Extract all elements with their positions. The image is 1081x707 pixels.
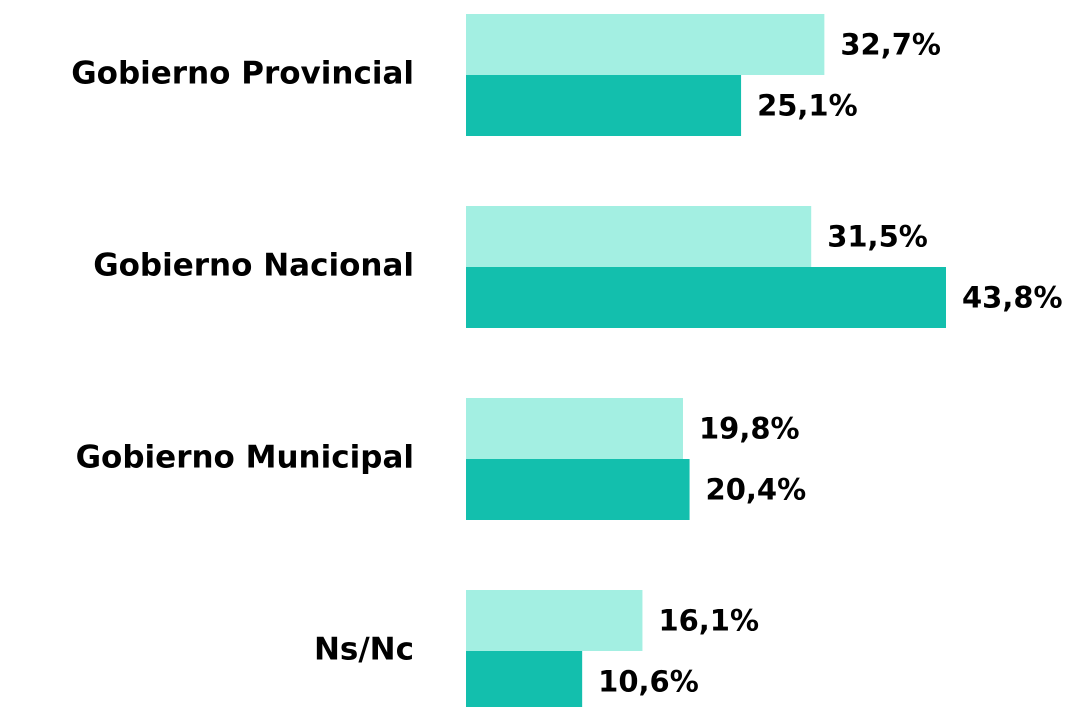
category-label: Ns/Nc [314, 632, 414, 668]
category-label: Gobierno Provincial [71, 56, 414, 92]
bar [466, 398, 683, 459]
value-label: 43,8% [962, 281, 1063, 315]
value-label: 31,5% [827, 220, 928, 254]
bar [466, 75, 742, 136]
bar [466, 590, 643, 651]
bar [466, 651, 583, 707]
bar [466, 267, 946, 328]
value-label: 19,8% [699, 412, 800, 446]
value-label: 25,1% [757, 89, 858, 123]
value-label: 32,7% [840, 28, 941, 62]
bar [466, 459, 690, 520]
value-label: 20,4% [706, 473, 807, 507]
category-label: Gobierno Nacional [93, 248, 414, 284]
value-label: 10,6% [598, 665, 699, 699]
bar [466, 206, 812, 267]
category-label: Gobierno Municipal [76, 440, 414, 476]
value-label: 16,1% [658, 604, 759, 638]
bar [466, 14, 825, 75]
